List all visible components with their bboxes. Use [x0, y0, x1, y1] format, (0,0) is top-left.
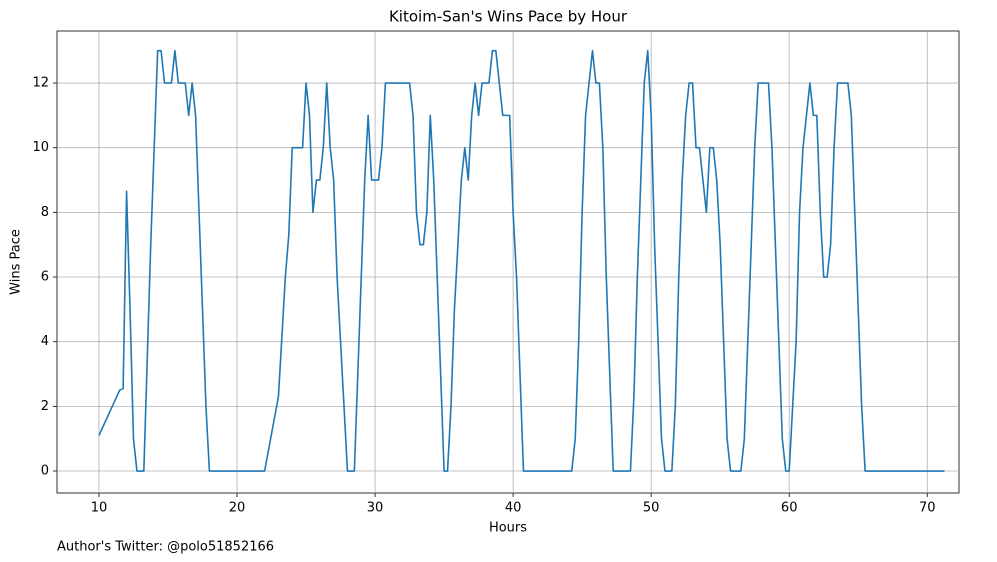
- x-axis-label: Hours: [489, 521, 527, 536]
- y-tick-label: 10: [32, 140, 49, 155]
- x-tick-label: 50: [643, 501, 660, 516]
- x-tick-label: 20: [229, 501, 246, 516]
- plot-frame: [56, 30, 960, 494]
- x-tick-label: 30: [367, 501, 384, 516]
- y-axis-label: Wins Pace: [9, 229, 24, 295]
- y-tick-label: 8: [41, 205, 49, 220]
- x-tick-label: 70: [919, 501, 936, 516]
- x-tick-label: 60: [781, 501, 798, 516]
- y-tick-label: 2: [41, 399, 49, 414]
- x-tick-label: 10: [91, 501, 108, 516]
- line-series: [98, 49, 945, 472]
- y-tick-label: 0: [41, 464, 49, 479]
- y-tick-label: 4: [41, 334, 49, 349]
- y-tick-label: 12: [32, 76, 49, 91]
- chart-title: Kitoim-San's Wins Pace by Hour: [389, 8, 628, 26]
- x-tick-label: 40: [505, 501, 522, 516]
- annotation: Author's Twitter: @polo51852166: [57, 540, 274, 555]
- y-tick-label: 6: [41, 270, 49, 285]
